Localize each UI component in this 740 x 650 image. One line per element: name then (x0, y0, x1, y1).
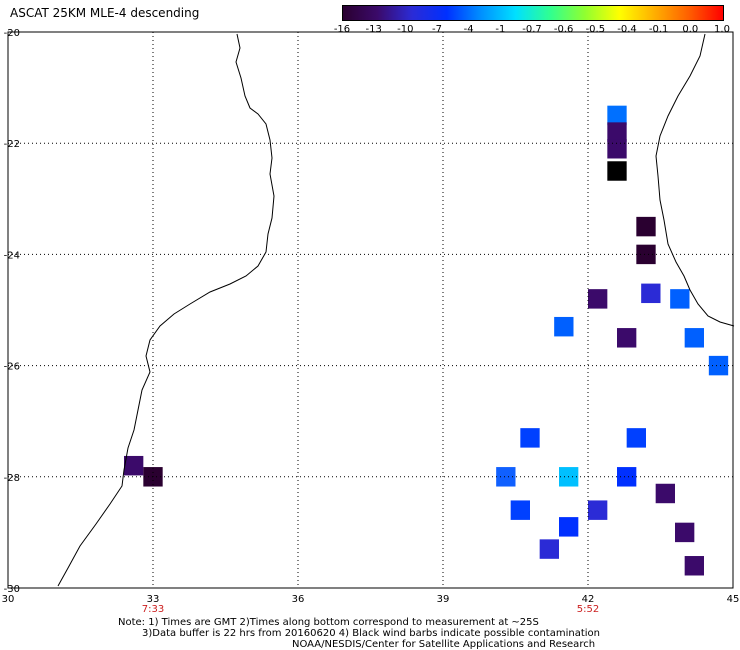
wind-cell (684, 328, 704, 348)
y-tick-label: -24 (4, 250, 20, 261)
wind-cell (124, 455, 144, 476)
x-tick-label: 45 (727, 594, 740, 605)
colorbar-label: -1 (495, 24, 506, 35)
wind-cell (617, 467, 637, 487)
time-label: 5:52 (577, 604, 599, 615)
colorbar-label: -7 (432, 24, 442, 35)
wind-cell (607, 105, 627, 126)
colorbar-label: -16 (333, 24, 351, 35)
wind-cell (539, 539, 559, 559)
wind-cell (626, 428, 646, 448)
coastline-madagascar (655, 33, 735, 327)
colorbar-label: -0.7 (522, 24, 542, 35)
y-tick-label: -30 (4, 584, 20, 595)
wind-cell (607, 122, 627, 142)
colorbar-label: -13 (365, 24, 382, 35)
wind-cell (617, 328, 637, 348)
x-tick-label: 39 (437, 594, 450, 605)
wind-cell (607, 161, 627, 181)
wind-cell (670, 289, 690, 309)
wind-cell (559, 517, 579, 537)
time-label: 7:33 (142, 604, 164, 615)
wind-cell (636, 244, 656, 265)
y-tick-label: -20 (4, 28, 20, 39)
wind-cell (636, 216, 656, 237)
note-line-3: NOAA/NESDIS/Center for Satellite Applica… (292, 639, 596, 650)
note-line-2: 3)Data buffer is 22 hrs from 20160620 4)… (142, 628, 600, 639)
x-tick-label: 42 (582, 594, 595, 605)
x-tick-label: 36 (292, 594, 305, 605)
wind-cell (655, 483, 675, 504)
wind-cell (684, 556, 704, 576)
wind-cell (588, 500, 608, 520)
colorbar-label: -4 (463, 24, 474, 35)
colorbar-label: -0.4 (617, 24, 637, 35)
colorbar-label: -0.6 (553, 24, 574, 35)
plot-frame (7, 31, 734, 589)
coastline (57, 33, 275, 587)
wind-cell (675, 522, 695, 543)
wind-cell (510, 500, 530, 520)
colorbar (342, 5, 724, 21)
data-cells (124, 105, 729, 576)
y-tick-label: -26 (4, 362, 20, 373)
colorbar-label: -0.5 (585, 24, 606, 35)
wind-cell (641, 283, 661, 304)
colorbar-labels: -16 -13 -10 -7 -4 -1 -0.7 -0.6 -0.5 -0.4 -0.1 0.0 1.… (330, 24, 740, 38)
y-tick-label: -22 (4, 139, 20, 150)
wind-cell (496, 467, 516, 487)
wind-cell (607, 139, 627, 159)
x-tick-label: 30 (2, 594, 15, 605)
colorbar-label: -0.1 (648, 24, 669, 35)
axis-ticks: 30 33 36 39 42 45 -20 -22 -24 -26 -28 -30 7:33 5:52 (2, 28, 740, 615)
wind-cell (708, 355, 729, 376)
grid-lines (8, 32, 733, 588)
x-tick-label: 33 (147, 594, 160, 605)
wind-cell (588, 289, 608, 309)
colorbar-label: 1.0 (714, 24, 730, 35)
note-line-1: Note: 1) Times are GMT 2)Times along bot… (118, 617, 539, 628)
y-tick-label: -28 (4, 473, 20, 484)
colorbar-label: -10 (397, 24, 414, 35)
wind-cell (554, 316, 574, 337)
map-title: ASCAT 25KM MLE-4 descending (10, 6, 200, 20)
colorbar-label: 0.0 (682, 24, 699, 35)
wind-cell (520, 428, 540, 448)
